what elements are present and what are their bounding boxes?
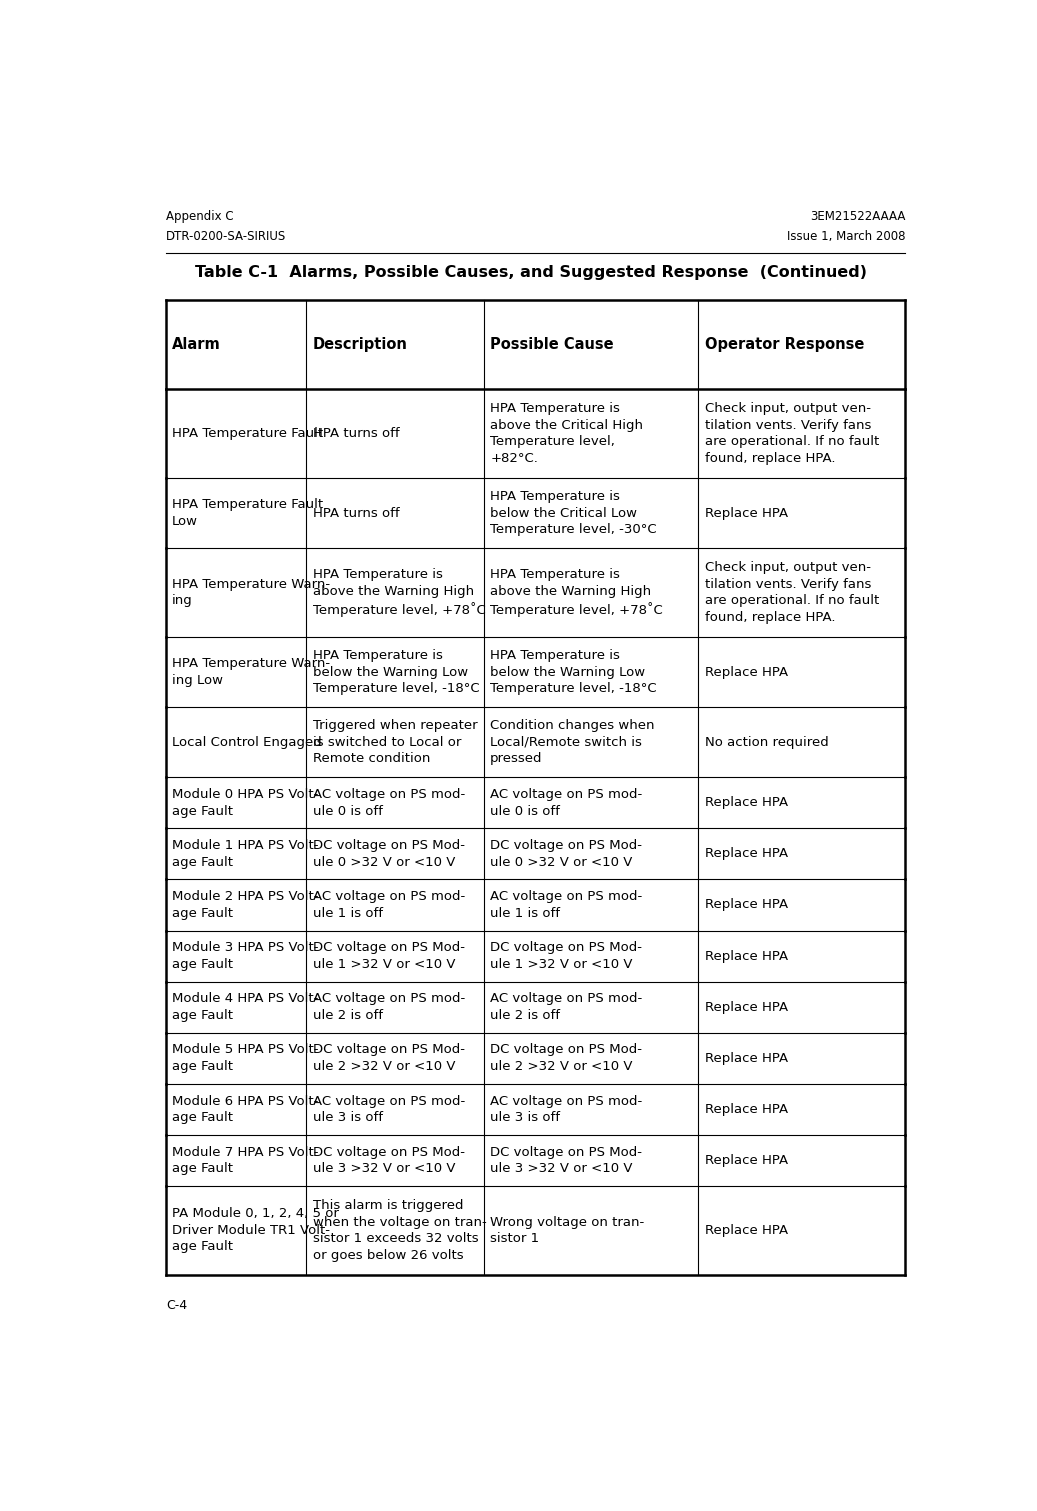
Text: This alarm is triggered
when the voltage on tran-
sistor 1 exceeds 32 volts
or g: This alarm is triggered when the voltage… (313, 1200, 486, 1262)
Text: Replace HPA: Replace HPA (704, 506, 788, 520)
Text: HPA Temperature is
below the Warning Low
Temperature level, -18°C: HPA Temperature is below the Warning Low… (313, 650, 479, 695)
Text: Module 7 HPA PS Volt-
age Fault: Module 7 HPA PS Volt- age Fault (172, 1145, 318, 1176)
Text: Replace HPA: Replace HPA (704, 899, 788, 911)
Text: Replace HPA: Replace HPA (704, 796, 788, 810)
Text: AC voltage on PS mod-
ule 2 is off: AC voltage on PS mod- ule 2 is off (313, 993, 465, 1021)
Text: HPA Temperature Warn-
ing: HPA Temperature Warn- ing (172, 577, 331, 607)
Text: Replace HPA: Replace HPA (704, 848, 788, 860)
Text: HPA turns off: HPA turns off (313, 428, 399, 440)
Text: 3EM21522AAAA: 3EM21522AAAA (810, 210, 905, 224)
Text: PA Module 0, 1, 2, 4, 5 or
Driver Module TR1 Volt-
age Fault: PA Module 0, 1, 2, 4, 5 or Driver Module… (172, 1207, 339, 1254)
Text: Table C-1  Alarms, Possible Causes, and Suggested Response  (Continued): Table C-1 Alarms, Possible Causes, and S… (195, 264, 868, 280)
Text: DC voltage on PS Mod-
ule 1 >32 V or <10 V: DC voltage on PS Mod- ule 1 >32 V or <10… (491, 941, 642, 970)
Text: Module 1 HPA PS Volt-
age Fault: Module 1 HPA PS Volt- age Fault (172, 839, 318, 869)
Bar (166, 828, 905, 879)
Text: Replace HPA: Replace HPA (704, 1224, 788, 1238)
Text: Check input, output ven-
tilation vents. Verify fans
are operational. If no faul: Check input, output ven- tilation vents.… (704, 562, 878, 624)
Bar (166, 931, 905, 982)
Text: Module 4 HPA PS Volt-
age Fault: Module 4 HPA PS Volt- age Fault (172, 993, 318, 1021)
Text: DC voltage on PS Mod-
ule 3 >32 V or <10 V: DC voltage on PS Mod- ule 3 >32 V or <10… (491, 1145, 642, 1176)
Bar (166, 1083, 905, 1135)
Text: C-4: C-4 (166, 1299, 187, 1312)
Text: Wrong voltage on tran-
sistor 1: Wrong voltage on tran- sistor 1 (491, 1216, 644, 1245)
Text: HPA Temperature Fault
Low: HPA Temperature Fault Low (172, 499, 324, 527)
Text: Triggered when repeater
is switched to Local or
Remote condition: Triggered when repeater is switched to L… (313, 719, 477, 765)
Text: Replace HPA: Replace HPA (704, 949, 788, 963)
Text: HPA Temperature is
above the Warning High
Temperature level, +78˚C: HPA Temperature is above the Warning Hig… (313, 568, 485, 616)
Text: HPA Temperature is
above the Warning High
Temperature level, +78˚C: HPA Temperature is above the Warning Hig… (491, 568, 663, 616)
Text: Replace HPA: Replace HPA (704, 666, 788, 678)
Text: DC voltage on PS Mod-
ule 3 >32 V or <10 V: DC voltage on PS Mod- ule 3 >32 V or <10… (313, 1145, 465, 1176)
Bar (166, 548, 905, 638)
Text: DC voltage on PS Mod-
ule 0 >32 V or <10 V: DC voltage on PS Mod- ule 0 >32 V or <10… (491, 839, 642, 869)
Text: Replace HPA: Replace HPA (704, 1154, 788, 1166)
Text: HPA Temperature is
above the Critical High
Temperature level,
+82°C.: HPA Temperature is above the Critical Hi… (491, 402, 643, 465)
Text: Alarm: Alarm (172, 337, 221, 352)
Text: Module 5 HPA PS Volt-
age Fault: Module 5 HPA PS Volt- age Fault (172, 1044, 318, 1073)
Text: Description: Description (313, 337, 408, 352)
Text: AC voltage on PS mod-
ule 3 is off: AC voltage on PS mod- ule 3 is off (313, 1094, 465, 1124)
Bar (166, 1186, 905, 1275)
Text: HPA Temperature Fault: HPA Temperature Fault (172, 428, 324, 440)
Text: DTR-0200-SA-SIRIUS: DTR-0200-SA-SIRIUS (166, 230, 286, 243)
Bar (166, 1032, 905, 1083)
Bar (166, 777, 905, 828)
Text: Condition changes when
Local/Remote switch is
pressed: Condition changes when Local/Remote swit… (491, 719, 654, 765)
Text: DC voltage on PS Mod-
ule 1 >32 V or <10 V: DC voltage on PS Mod- ule 1 >32 V or <10… (313, 941, 465, 970)
Bar (166, 477, 905, 548)
Text: Replace HPA: Replace HPA (704, 1103, 788, 1115)
Text: AC voltage on PS mod-
ule 3 is off: AC voltage on PS mod- ule 3 is off (491, 1094, 642, 1124)
Text: HPA Temperature is
below the Critical Low
Temperature level, -30°C: HPA Temperature is below the Critical Lo… (491, 490, 656, 536)
Text: HPA turns off: HPA turns off (313, 506, 399, 520)
Text: Replace HPA: Replace HPA (704, 1000, 788, 1014)
Text: Module 6 HPA PS Volt-
age Fault: Module 6 HPA PS Volt- age Fault (172, 1094, 318, 1124)
Text: AC voltage on PS mod-
ule 1 is off: AC voltage on PS mod- ule 1 is off (313, 890, 465, 920)
Text: AC voltage on PS mod-
ule 2 is off: AC voltage on PS mod- ule 2 is off (491, 993, 642, 1021)
Text: DC voltage on PS Mod-
ule 0 >32 V or <10 V: DC voltage on PS Mod- ule 0 >32 V or <10… (313, 839, 465, 869)
Bar (166, 1135, 905, 1186)
Bar (166, 301, 905, 388)
Text: Operator Response: Operator Response (704, 337, 864, 352)
Bar (166, 879, 905, 931)
Text: Issue 1, March 2008: Issue 1, March 2008 (787, 230, 905, 243)
Text: Module 2 HPA PS Volt-
age Fault: Module 2 HPA PS Volt- age Fault (172, 890, 318, 920)
Text: Replace HPA: Replace HPA (704, 1052, 788, 1065)
Text: DC voltage on PS Mod-
ule 2 >32 V or <10 V: DC voltage on PS Mod- ule 2 >32 V or <10… (313, 1044, 465, 1073)
Text: AC voltage on PS mod-
ule 1 is off: AC voltage on PS mod- ule 1 is off (491, 890, 642, 920)
Text: Possible Cause: Possible Cause (491, 337, 614, 352)
Bar (166, 982, 905, 1032)
Bar (166, 638, 905, 707)
Text: No action required: No action required (704, 736, 829, 749)
Text: Module 3 HPA PS Volt-
age Fault: Module 3 HPA PS Volt- age Fault (172, 941, 318, 970)
Text: Module 0 HPA PS Volt-
age Fault: Module 0 HPA PS Volt- age Fault (172, 789, 318, 817)
Text: Appendix C: Appendix C (166, 210, 233, 224)
Text: AC voltage on PS mod-
ule 0 is off: AC voltage on PS mod- ule 0 is off (491, 789, 642, 817)
Text: HPA Temperature Warn-
ing Low: HPA Temperature Warn- ing Low (172, 657, 331, 688)
Text: AC voltage on PS mod-
ule 0 is off: AC voltage on PS mod- ule 0 is off (313, 789, 465, 817)
Bar (166, 707, 905, 777)
Text: Check input, output ven-
tilation vents. Verify fans
are operational. If no faul: Check input, output ven- tilation vents.… (704, 402, 878, 465)
Bar (166, 388, 905, 477)
Text: DC voltage on PS Mod-
ule 2 >32 V or <10 V: DC voltage on PS Mod- ule 2 >32 V or <10… (491, 1044, 642, 1073)
Text: Local Control Engaged: Local Control Engaged (172, 736, 321, 749)
Text: HPA Temperature is
below the Warning Low
Temperature level, -18°C: HPA Temperature is below the Warning Low… (491, 650, 656, 695)
